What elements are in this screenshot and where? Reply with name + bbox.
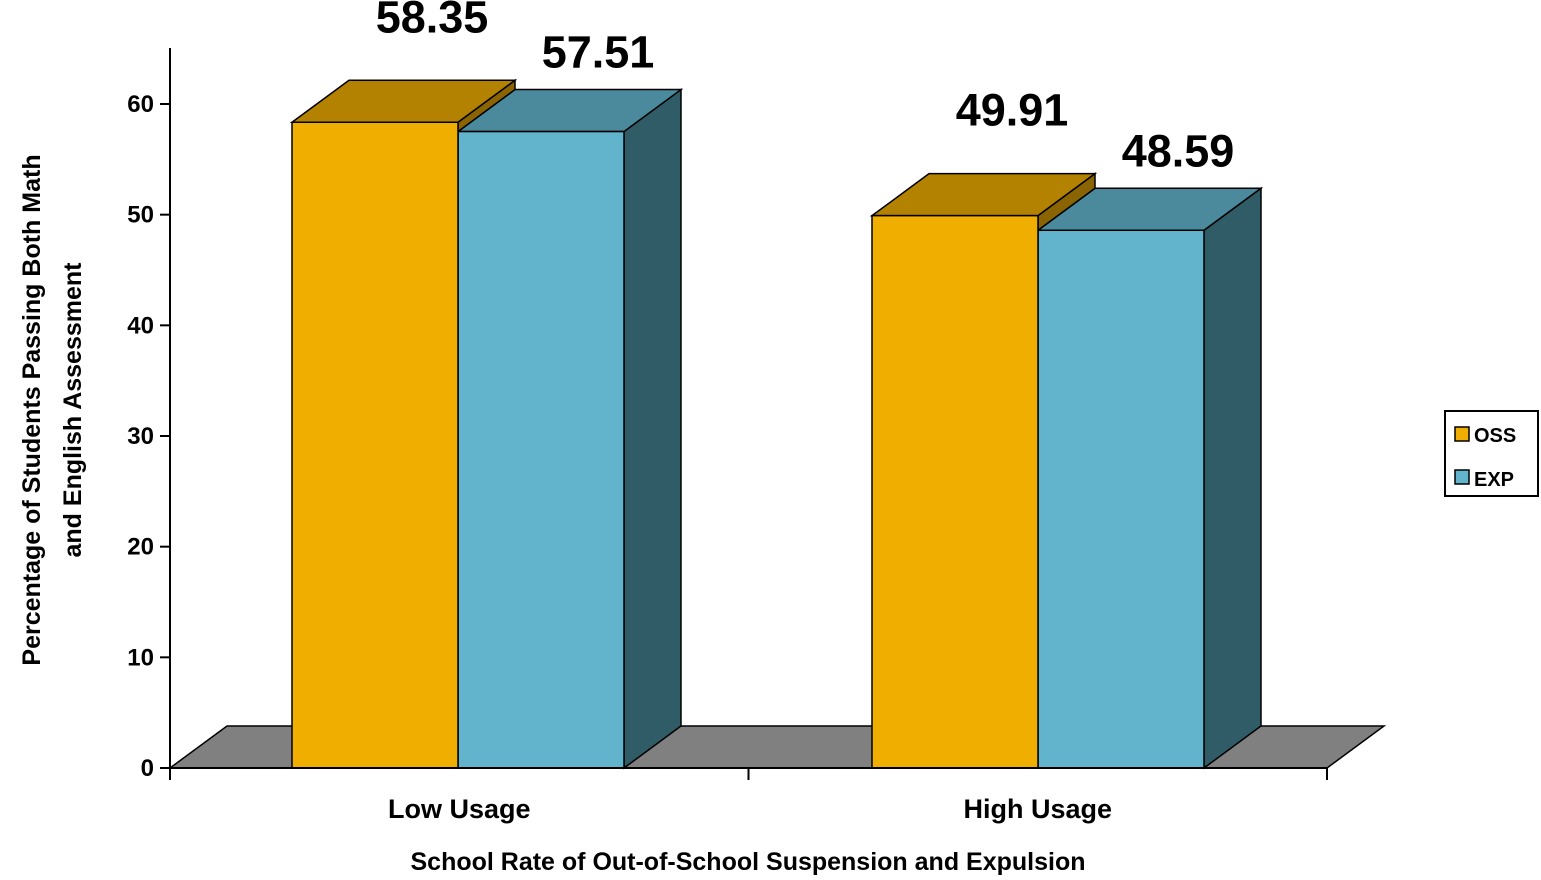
bar-oss <box>291 121 459 769</box>
data-label-exp: 48.59 <box>1122 125 1235 176</box>
bar-exp-side <box>623 88 682 770</box>
data-label-oss: 58.35 <box>376 0 489 42</box>
legend-label-oss: OSS <box>1474 425 1516 447</box>
legend-label-exp: EXP <box>1474 469 1514 491</box>
y-tick-label: 30 <box>127 423 154 450</box>
bars-group <box>289 78 1264 770</box>
data-labels-group: 58.35 57.51 49.91 48.59 <box>376 0 1235 176</box>
bar-oss <box>871 214 1039 769</box>
data-label-oss: 49.91 <box>956 85 1069 136</box>
y-tick-label: 20 <box>127 534 154 561</box>
legend-swatch-exp <box>1454 469 1470 485</box>
bar-exp <box>457 130 625 769</box>
y-axis-title-2: and English Assessment <box>59 262 87 558</box>
y-tick-label: 40 <box>127 312 154 339</box>
y-axis-title-line-1: Percentage of Students Passing Both Math <box>18 154 46 665</box>
bar-exp-side <box>1203 186 1262 770</box>
y-tick-label: 0 <box>141 755 154 782</box>
bar-exp <box>1037 229 1205 769</box>
x-ticks-group <box>169 768 1328 780</box>
y-tick-label: 50 <box>127 202 154 229</box>
legend: OSS EXP <box>1444 410 1539 497</box>
y-ticks-group: 0 10 20 30 40 50 60 <box>127 91 170 782</box>
category-label: High Usage <box>963 794 1112 824</box>
y-tick-label: 60 <box>127 91 154 118</box>
category-labels-group: Low Usage High Usage <box>388 794 1112 824</box>
data-label-exp: 57.51 <box>542 27 655 78</box>
x-axis-title: School Rate of Out-of-School Suspension … <box>410 848 1085 876</box>
legend-swatch-oss <box>1454 426 1470 442</box>
category-label: Low Usage <box>388 794 531 824</box>
y-axis-title: Percentage of Students Passing Both Math <box>18 154 46 665</box>
y-axis-title-line-2: and English Assessment <box>59 262 87 558</box>
y-tick-label: 10 <box>127 644 154 671</box>
